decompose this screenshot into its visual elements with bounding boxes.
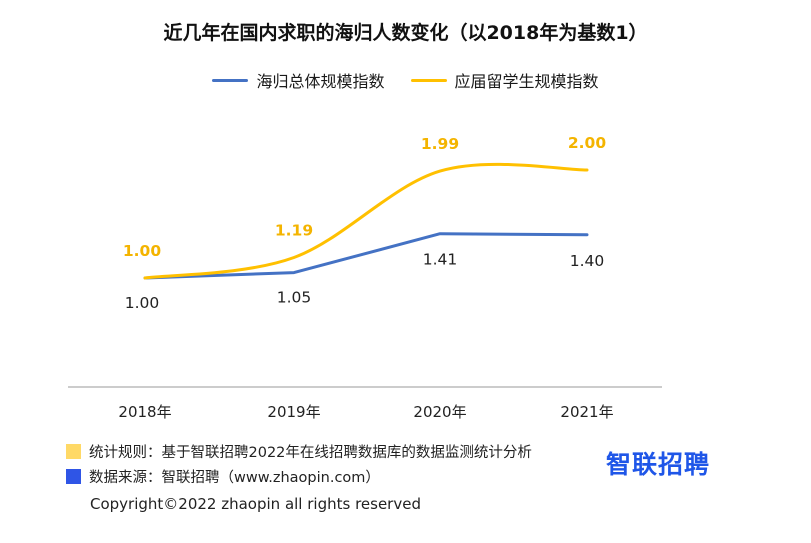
- footer-source-row: 数据来源：智联招聘（www.zhaopin.com）: [66, 466, 380, 487]
- data-label-graduates: 1.19: [275, 221, 313, 239]
- x-tick-label: 2018年: [118, 403, 171, 421]
- series-line-graduates: [143, 162, 589, 280]
- footer-source-text: 数据来源：智联招聘（www.zhaopin.com）: [89, 470, 380, 486]
- series-line-overall: [143, 232, 589, 280]
- copyright-text: Copyright©2022 zhaopin all rights reserv…: [90, 495, 421, 513]
- zhaopin-logo: 智联招聘: [606, 450, 711, 479]
- data-label-overall: 1.05: [277, 289, 312, 307]
- legend-swatch-overall: [212, 78, 249, 82]
- rule-marker: [66, 444, 81, 459]
- footer-rule-text: 统计规则：基于智联招聘2022年在线招聘数据库的数据监测统计分析: [89, 445, 532, 461]
- data-label-graduates: 1.00: [123, 242, 161, 260]
- chart-legend: 海归总体规模指数 应届留学生规模指数: [0, 68, 811, 92]
- source-marker: [66, 469, 81, 484]
- x-tick-label: 2019年: [267, 403, 320, 421]
- data-label-graduates: 1.99: [421, 135, 459, 153]
- legend-label-overall: 海归总体规模指数: [256, 72, 385, 91]
- data-label-graduates: 2.00: [568, 134, 606, 152]
- legend-swatch-graduates: [410, 78, 447, 82]
- data-label-overall: 1.40: [570, 252, 605, 270]
- legend-item-overall: 海归总体规模指数: [212, 68, 385, 92]
- legend-label-graduates: 应届留学生规模指数: [454, 72, 599, 91]
- footer-rule-row: 统计规则：基于智联招聘2022年在线招聘数据库的数据监测统计分析: [66, 441, 532, 462]
- data-label-overall: 1.00: [125, 294, 160, 312]
- x-tick-label: 2021年: [560, 403, 613, 421]
- legend-item-graduates: 应届留学生规模指数: [410, 68, 599, 92]
- data-label-overall: 1.41: [423, 251, 458, 269]
- chart-title: 近几年在国内求职的海归人数变化（以2018年为基数1）: [163, 22, 648, 44]
- x-tick-label: 2020年: [413, 403, 466, 421]
